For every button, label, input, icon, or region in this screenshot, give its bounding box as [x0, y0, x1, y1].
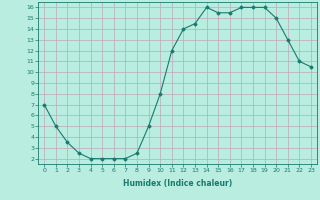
- X-axis label: Humidex (Indice chaleur): Humidex (Indice chaleur): [123, 179, 232, 188]
